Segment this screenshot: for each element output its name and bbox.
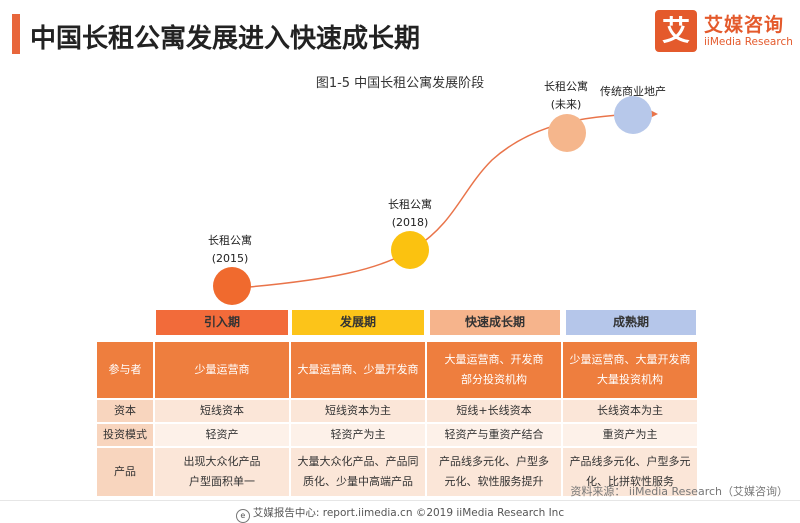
table-cell: 产品线多元化、户型多元 化、比拼软性服务 bbox=[561, 446, 699, 498]
table-cell: 短线资本 bbox=[153, 398, 291, 424]
footer-text: 艾媒报告中心: report.iimedia.cn ©2019 iiMedia … bbox=[252, 507, 565, 519]
stage-4-label: 传统商业地产 bbox=[578, 83, 688, 101]
phase-introduction: 引入期 bbox=[156, 310, 288, 335]
stage-2-circle bbox=[391, 231, 429, 269]
row-header: 投资模式 bbox=[95, 422, 155, 448]
report-center-icon: e bbox=[235, 509, 250, 523]
logo-name: 艾媒咨询 bbox=[704, 14, 785, 36]
table-cell: 出现大众化产品 户型面积单一 bbox=[153, 446, 291, 498]
stage-1-year: (2015) bbox=[211, 252, 249, 265]
stage-1-circle bbox=[213, 267, 251, 305]
figure-subtitle: 图1-5 中国长租公寓发展阶段 bbox=[315, 76, 485, 91]
stage-2-label: 长租公寓 (2018) bbox=[355, 196, 465, 232]
stage-4-circle bbox=[614, 96, 652, 134]
source-note: 资料来源： iiMedia Research（艾媒咨询） bbox=[570, 485, 788, 498]
stage-3-circle bbox=[548, 114, 586, 152]
page-footer: e 艾媒报告中心: report.iimedia.cn ©2019 iiMedia… bbox=[0, 505, 800, 523]
row-header: 参与者 bbox=[95, 340, 155, 400]
table-cell: 长线资本为主 bbox=[561, 398, 699, 424]
row-header: 资本 bbox=[95, 398, 155, 424]
title-accent-bar bbox=[12, 14, 20, 54]
stage-comparison-table: 参与者 少量运营商 大量运营商、少量开发商 大量运营商、开发商 部分投资机构 少… bbox=[95, 340, 699, 498]
table-cell: 大量运营商、开发商 部分投资机构 bbox=[425, 340, 563, 400]
table-row-investment-mode: 投资模式 轻资产 轻资产为主 轻资产与重资产结合 重资产为主 bbox=[95, 422, 699, 448]
footer-divider bbox=[0, 500, 800, 501]
stage-3-name: 长租公寓 bbox=[544, 80, 588, 93]
logo-english-name: iiMedia Research bbox=[704, 36, 793, 48]
table-row-product: 产品 出现大众化产品 户型面积单一 大量大众化产品、产品同 质化、少量中高端产品… bbox=[95, 446, 699, 498]
stage-1-label: 长租公寓 (2015) bbox=[175, 232, 285, 268]
stage-1-name: 长租公寓 bbox=[208, 234, 252, 247]
table-cell: 少量运营商 bbox=[153, 340, 291, 400]
stage-2-name: 长租公寓 bbox=[388, 198, 432, 211]
table-cell: 轻资产与重资产结合 bbox=[425, 422, 563, 448]
table-cell: 大量大众化产品、产品同 质化、少量中高端产品 bbox=[289, 446, 427, 498]
stage-3-label: 长租公寓 (未来) bbox=[511, 78, 621, 114]
iimedia-logo-icon: 艾 bbox=[655, 10, 697, 52]
table-row-participants: 参与者 少量运营商 大量运营商、少量开发商 大量运营商、开发商 部分投资机构 少… bbox=[95, 340, 699, 400]
row-header: 产品 bbox=[95, 446, 155, 498]
table-cell: 少量运营商、大量开发商 大量投资机构 bbox=[561, 340, 699, 400]
phase-maturity: 成熟期 bbox=[566, 310, 696, 335]
page-title: 中国长租公寓发展进入快速成长期 bbox=[30, 24, 421, 54]
stage-2-year: (2018) bbox=[391, 216, 429, 229]
phase-rapid-growth: 快速成长期 bbox=[430, 310, 560, 335]
table-cell: 短线资本为主 bbox=[289, 398, 427, 424]
table-cell: 轻资产 bbox=[153, 422, 291, 448]
table-row-capital: 资本 短线资本 短线资本为主 短线+长线资本 长线资本为主 bbox=[95, 398, 699, 424]
stage-4-name: 传统商业地产 bbox=[600, 85, 666, 98]
table-cell: 大量运营商、少量开发商 bbox=[289, 340, 427, 400]
table-cell: 产品线多元化、户型多 元化、软性服务提升 bbox=[425, 446, 563, 498]
page-header: 中国长租公寓发展进入快速成长期 艾 艾媒咨询 iiMedia Research bbox=[0, 0, 800, 64]
phase-development: 发展期 bbox=[292, 310, 424, 335]
table-cell: 重资产为主 bbox=[561, 422, 699, 448]
table-cell: 轻资产为主 bbox=[289, 422, 427, 448]
table-cell: 短线+长线资本 bbox=[425, 398, 563, 424]
stage-3-year: (未来) bbox=[550, 98, 582, 111]
